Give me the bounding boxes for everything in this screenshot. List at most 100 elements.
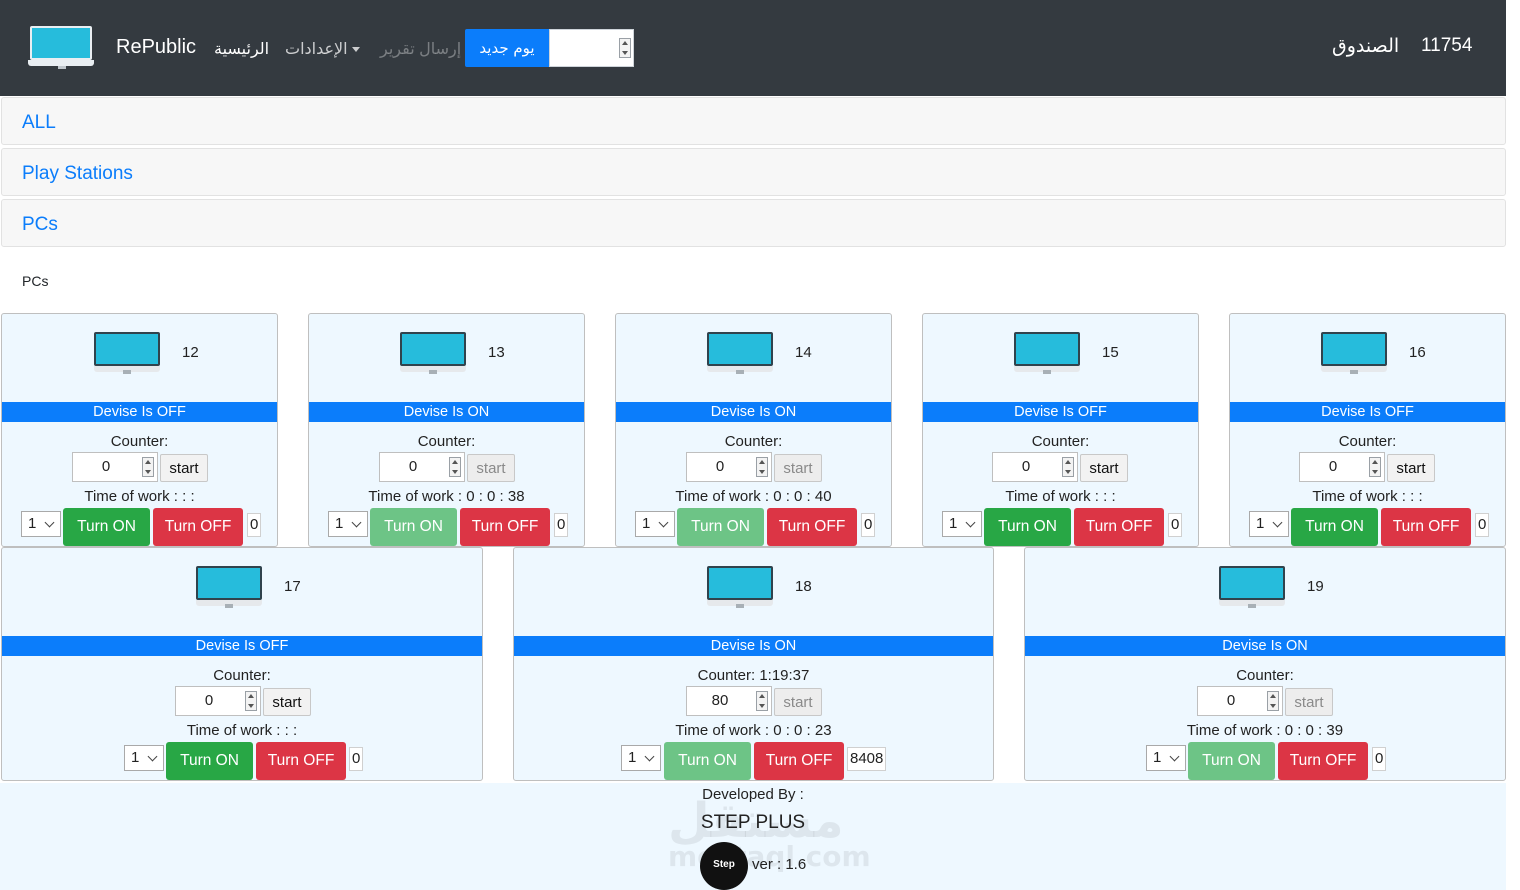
device-number: 17 <box>284 578 301 595</box>
nav-send-report-link[interactable]: إرسال تقرير <box>380 41 462 58</box>
turn-off-button[interactable]: Turn OFF <box>460 508 550 546</box>
hours-select[interactable]: 1 <box>942 511 982 537</box>
accordion-play-stations[interactable]: Play Stations <box>1 148 1506 196</box>
counter-label: Counter: <box>417 433 476 450</box>
accordion-pcs[interactable]: PCs <box>1 199 1506 247</box>
device-status: Devise Is OFF <box>2 402 277 422</box>
time-of-work: Time of work : 0 : 0 : 38 <box>368 488 525 505</box>
turn-on-button[interactable]: Turn ON <box>166 742 253 780</box>
developer-name: STEP PLUS <box>700 812 806 833</box>
device-card-15: 15 Devise Is OFF Counter: 0 start Time o… <box>922 313 1199 547</box>
counter-value: 0 <box>715 458 725 475</box>
counter-label: Counter: 1:19:37 <box>697 667 810 684</box>
counter-label: Counter: <box>1338 433 1397 450</box>
counter-value: 0 <box>1021 458 1031 475</box>
counter-input[interactable]: 0 <box>992 452 1078 482</box>
cost-value: 0 <box>247 513 262 537</box>
device-number: 19 <box>1307 578 1324 595</box>
start-button[interactable]: start <box>774 454 822 482</box>
turn-on-button[interactable]: Turn ON <box>370 508 457 546</box>
accordion-pcs-label[interactable]: PCs <box>22 214 58 235</box>
counter-label: Counter: <box>1236 667 1294 684</box>
cash-box-label: الصندوق <box>1332 35 1400 57</box>
hours-select[interactable]: 1 <box>328 511 368 537</box>
chevron-down-icon <box>147 751 158 762</box>
start-button[interactable]: start <box>467 454 515 482</box>
spinner-arrows-icon[interactable] <box>619 38 631 58</box>
turn-off-button[interactable]: Turn OFF <box>1278 742 1368 780</box>
start-button[interactable]: start <box>1387 454 1435 482</box>
start-button[interactable]: start <box>1080 454 1128 482</box>
turn-off-button[interactable]: Turn OFF <box>767 508 857 546</box>
hours-select[interactable]: 1 <box>124 745 164 771</box>
section-title: PCs <box>22 273 49 289</box>
accordion-all[interactable]: ALL <box>1 97 1506 145</box>
time-of-work: Time of work : 0 : 0 : 40 <box>675 488 832 505</box>
turn-off-button[interactable]: Turn OFF <box>1074 508 1164 546</box>
start-button[interactable]: start <box>774 688 822 716</box>
counter-input[interactable]: 0 <box>686 452 772 482</box>
start-button[interactable]: start <box>263 688 311 716</box>
monitor-logo-icon[interactable] <box>28 26 94 70</box>
accordion-play-stations-label[interactable]: Play Stations <box>22 163 133 184</box>
nav-home-link[interactable]: الرئيسية <box>214 41 270 58</box>
turn-on-button[interactable]: Turn ON <box>1188 742 1275 780</box>
spinner-arrows-icon[interactable] <box>756 691 768 711</box>
turn-on-button[interactable]: Turn ON <box>664 742 751 780</box>
hours-select[interactable]: 1 <box>635 511 675 537</box>
watermark-logo: مستقل <box>668 793 844 849</box>
device-card-17: 17 Devise Is OFF Counter: 0 start Time o… <box>1 547 483 781</box>
time-of-work: Time of work : : : <box>1312 488 1423 505</box>
nav-settings-dropdown[interactable]: الإعدادات <box>285 39 360 59</box>
monitor-icon <box>1219 566 1285 608</box>
turn-off-button[interactable]: Turn OFF <box>153 508 243 546</box>
counter-input[interactable]: 0 <box>1197 686 1283 716</box>
hours-select-value: 1 <box>1256 515 1265 532</box>
hours-select[interactable]: 1 <box>621 745 661 771</box>
turn-off-button[interactable]: Turn OFF <box>1381 508 1471 546</box>
monitor-icon <box>196 566 262 608</box>
device-card-18: 18 Devise Is ON Counter: 1:19:37 80 star… <box>513 547 994 781</box>
new-day-number-input[interactable] <box>549 29 634 67</box>
counter-input[interactable]: 0 <box>1299 452 1385 482</box>
turn-on-button[interactable]: Turn ON <box>984 508 1071 546</box>
counter-input[interactable]: 80 <box>686 686 772 716</box>
spinner-arrows-icon[interactable] <box>1062 457 1074 477</box>
brand-name[interactable]: RePublic <box>116 36 197 58</box>
spinner-arrows-icon[interactable] <box>449 457 461 477</box>
new-day-button[interactable]: يوم جديد <box>465 29 549 67</box>
spinner-arrows-icon[interactable] <box>1267 691 1279 711</box>
counter-input[interactable]: 0 <box>175 686 261 716</box>
device-card-14: 14 Devise Is ON Counter: 0 start Time of… <box>615 313 892 547</box>
chevron-down-icon <box>1169 751 1180 762</box>
turn-on-button[interactable]: Turn ON <box>677 508 764 546</box>
turn-off-button[interactable]: Turn OFF <box>754 742 844 780</box>
developed-by-label: Developed By : <box>702 786 804 803</box>
hours-select[interactable]: 1 <box>1249 511 1289 537</box>
counter-label: Counter: <box>1031 433 1090 450</box>
hours-select-value: 1 <box>949 515 958 532</box>
counter-input[interactable]: 0 <box>72 452 158 482</box>
counter-label: Counter: <box>110 433 169 450</box>
start-button[interactable]: start <box>1285 688 1333 716</box>
spinner-arrows-icon[interactable] <box>142 457 154 477</box>
turn-on-button[interactable]: Turn ON <box>63 508 150 546</box>
cost-value: 0 <box>554 513 569 537</box>
counter-label: Counter: <box>724 433 783 450</box>
device-number: 15 <box>1102 344 1119 361</box>
hours-select[interactable]: 1 <box>1146 745 1186 771</box>
turn-off-button[interactable]: Turn OFF <box>256 742 346 780</box>
time-of-work: Time of work : : : <box>186 722 298 739</box>
turn-on-button[interactable]: Turn ON <box>1291 508 1378 546</box>
spinner-arrows-icon[interactable] <box>245 691 257 711</box>
accordion-all-label[interactable]: ALL <box>22 112 56 133</box>
start-button[interactable]: start <box>160 454 208 482</box>
spinner-arrows-icon[interactable] <box>756 457 768 477</box>
chevron-down-icon <box>1272 517 1283 528</box>
counter-input[interactable]: 0 <box>379 452 465 482</box>
spinner-arrows-icon[interactable] <box>1369 457 1381 477</box>
hours-select[interactable]: 1 <box>21 511 61 537</box>
footer <box>0 783 1506 890</box>
counter-value: 0 <box>101 458 111 475</box>
device-status: Devise Is ON <box>1025 636 1505 656</box>
